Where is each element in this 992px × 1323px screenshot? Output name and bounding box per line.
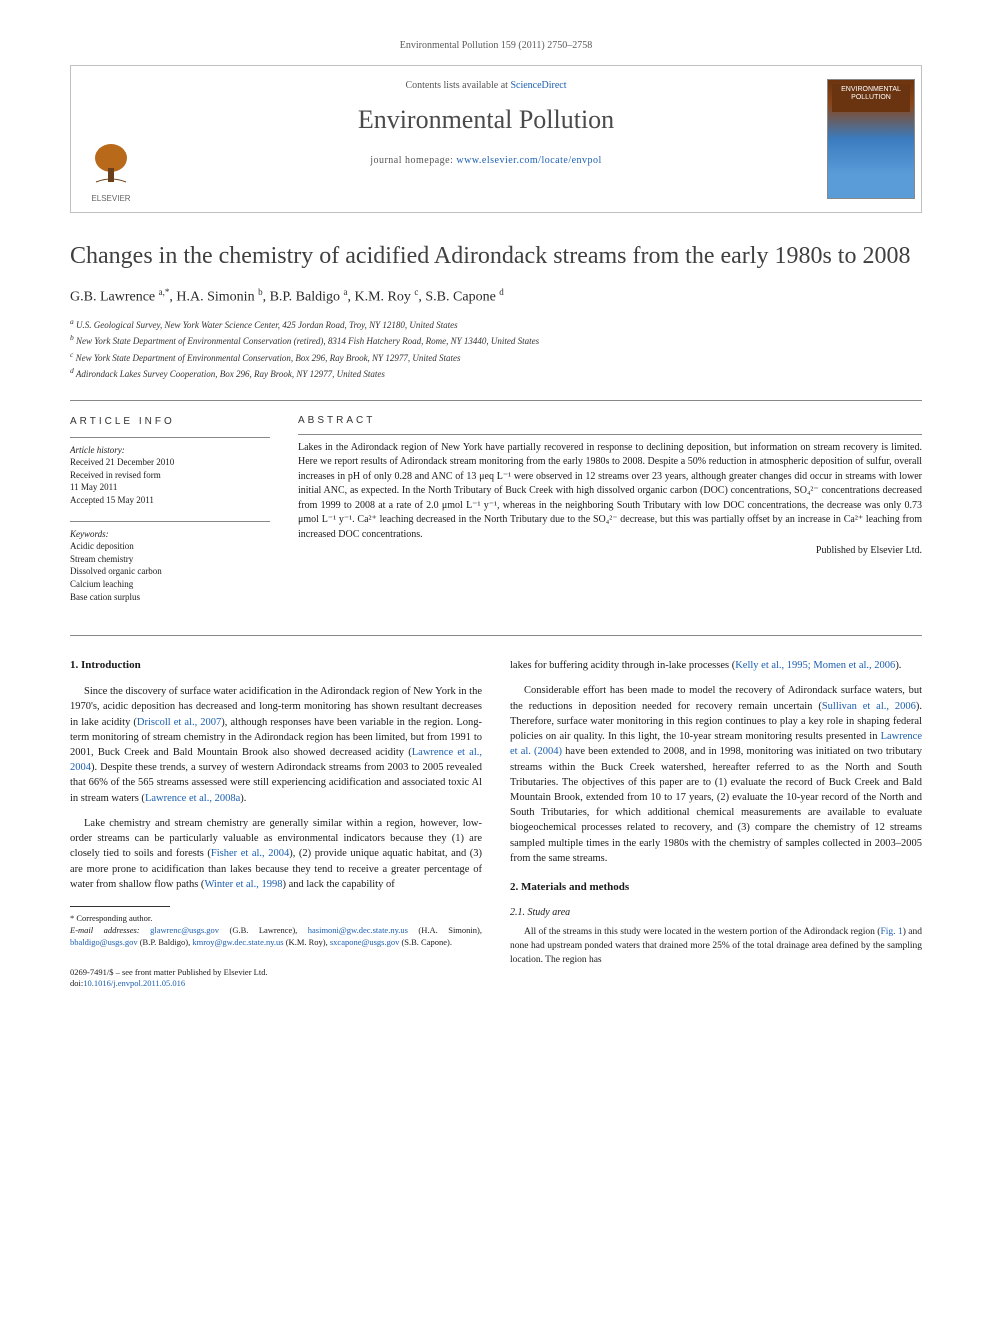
footer-row: 0269-7491/$ – see front matter Published… [70, 967, 482, 990]
affiliation-line: a U.S. Geological Survey, New York Water… [70, 316, 922, 333]
abstract-publisher: Published by Elsevier Ltd. [298, 545, 922, 556]
study-area-p1: All of the streams in this study were lo… [510, 926, 922, 967]
accepted-date: Accepted 15 May 2011 [70, 494, 270, 507]
ref-sullivan[interactable]: Sullivan et al., 2006 [822, 701, 916, 712]
email-link[interactable]: kmroy@gw.dec.state.ny.us [192, 937, 283, 947]
contents-line: Contents lists available at ScienceDirec… [151, 80, 821, 91]
right-column: lakes for buffering acidity through in-l… [510, 658, 922, 989]
email-link[interactable]: bbaldigo@usgs.gov [70, 937, 138, 947]
keyword: Acidic deposition [70, 540, 270, 553]
sap1a: All of the streams in this study were lo… [524, 927, 880, 937]
publisher-logo-cell: ELSEVIER [71, 66, 151, 212]
email-link[interactable]: sxcapone@usgs.gov [330, 937, 399, 947]
intro-heading: 1. Introduction [70, 658, 482, 674]
doi-line: doi:10.1016/j.envpol.2011.05.016 [70, 978, 482, 989]
publisher-name: ELSEVIER [86, 195, 136, 204]
revised-label: Received in revised form [70, 469, 270, 482]
affiliation-line: c New York State Department of Environme… [70, 349, 922, 366]
rp1a: lakes for buffering acidity through in-l… [510, 660, 735, 671]
email-link[interactable]: glawrenc@usgs.gov [150, 925, 219, 935]
doi-link[interactable]: 10.1016/j.envpol.2011.05.016 [83, 978, 185, 988]
info-abstract-row: ARTICLE INFO Article history: Received 2… [70, 401, 922, 636]
body-columns: 1. Introduction Since the discovery of s… [70, 658, 922, 989]
keywords-label: Keywords: [70, 528, 270, 541]
header-center: Contents lists available at ScienceDirec… [151, 66, 821, 212]
keyword: Stream chemistry [70, 553, 270, 566]
corresponding-author-note: * Corresponding author. [70, 913, 482, 925]
issn-line: 0269-7491/$ – see front matter Published… [70, 967, 482, 978]
divider-bottom [70, 635, 922, 636]
affiliation-line: b New York State Department of Environme… [70, 332, 922, 349]
study-area-heading: 2.1. Study area [510, 906, 922, 921]
rp2c: have been extended to 2008, and in 1998,… [510, 746, 922, 864]
received-date: Received 21 December 2010 [70, 456, 270, 469]
intro-p1: Since the discovery of surface water aci… [70, 684, 482, 806]
emails-line: E-mail addresses: glawrenc@usgs.gov (G.B… [70, 925, 482, 949]
abstract-header: ABSTRACT [298, 415, 922, 426]
journal-header-box: ELSEVIER Contents lists available at Sci… [70, 65, 922, 213]
abstract-text: Lakes in the Adirondack region of New Yo… [298, 435, 922, 543]
sciencedirect-link[interactable]: ScienceDirect [510, 80, 566, 91]
homepage-link[interactable]: www.elsevier.com/locate/envpol [456, 155, 601, 166]
revised-date: 11 May 2011 [70, 481, 270, 494]
homepage-line: journal homepage: www.elsevier.com/locat… [151, 155, 821, 166]
email-link[interactable]: hasimoni@gw.dec.state.ny.us [308, 925, 408, 935]
history-label: Article history: [70, 444, 270, 457]
article-info-col: ARTICLE INFO Article history: Received 2… [70, 415, 270, 618]
rp1b: ). [895, 660, 901, 671]
keyword: Dissolved organic carbon [70, 565, 270, 578]
journal-name: Environmental Pollution [151, 105, 821, 135]
history-block: Article history: Received 21 December 20… [70, 438, 270, 507]
keyword: Base cation surplus [70, 591, 270, 604]
ref-lawrence08[interactable]: Lawrence et al., 2008a [145, 793, 240, 804]
intro-p2: Lake chemistry and stream chemistry are … [70, 816, 482, 892]
affiliations: a U.S. Geological Survey, New York Water… [70, 316, 922, 382]
cover-cell: ENVIRONMENTAL POLLUTION [821, 66, 921, 212]
keyword: Calcium leaching [70, 578, 270, 591]
cover-title: ENVIRONMENTAL POLLUTION [828, 86, 914, 101]
right-p2: Considerable effort has been made to mod… [510, 683, 922, 866]
homepage-prefix: journal homepage: [370, 155, 456, 166]
footnotes: * Corresponding author. E-mail addresses… [70, 913, 482, 949]
abstract-col: ABSTRACT Lakes in the Adirondack region … [298, 415, 922, 618]
ref-winter[interactable]: Winter et al., 1998 [204, 879, 282, 890]
ref-kelly[interactable]: Kelly et al., 1995; Momen et al., 2006 [735, 660, 895, 671]
ref-driscoll[interactable]: Driscoll et al., 2007 [137, 717, 221, 728]
p2c: ) and lack the capability of [282, 879, 394, 890]
p1d: ). [240, 793, 246, 804]
ref-fisher[interactable]: Fisher et al., 2004 [211, 848, 289, 859]
left-column: 1. Introduction Since the discovery of s… [70, 658, 482, 989]
journal-cover-thumb: ENVIRONMENTAL POLLUTION [827, 79, 915, 199]
methods-heading: 2. Materials and methods [510, 880, 922, 896]
footnote-separator [70, 906, 170, 907]
doi-label: doi: [70, 978, 83, 988]
authors-line: G.B. Lawrence a,*, H.A. Simonin b, B.P. … [70, 287, 922, 306]
elsevier-logo: ELSEVIER [86, 140, 136, 204]
article-title: Changes in the chemistry of acidified Ad… [70, 241, 922, 271]
keywords-block: Keywords: Acidic depositionStream chemis… [70, 522, 270, 604]
right-p1: lakes for buffering acidity through in-l… [510, 658, 922, 673]
citation-line: Environmental Pollution 159 (2011) 2750–… [70, 40, 922, 51]
ref-fig1[interactable]: Fig. 1 [880, 927, 902, 937]
affiliation-line: d Adirondack Lakes Survey Cooperation, B… [70, 365, 922, 382]
contents-prefix: Contents lists available at [405, 80, 510, 91]
elsevier-tree-icon [86, 140, 136, 190]
article-info-header: ARTICLE INFO [70, 415, 270, 429]
p1c: ). Despite these trends, a survey of wes… [70, 762, 482, 803]
